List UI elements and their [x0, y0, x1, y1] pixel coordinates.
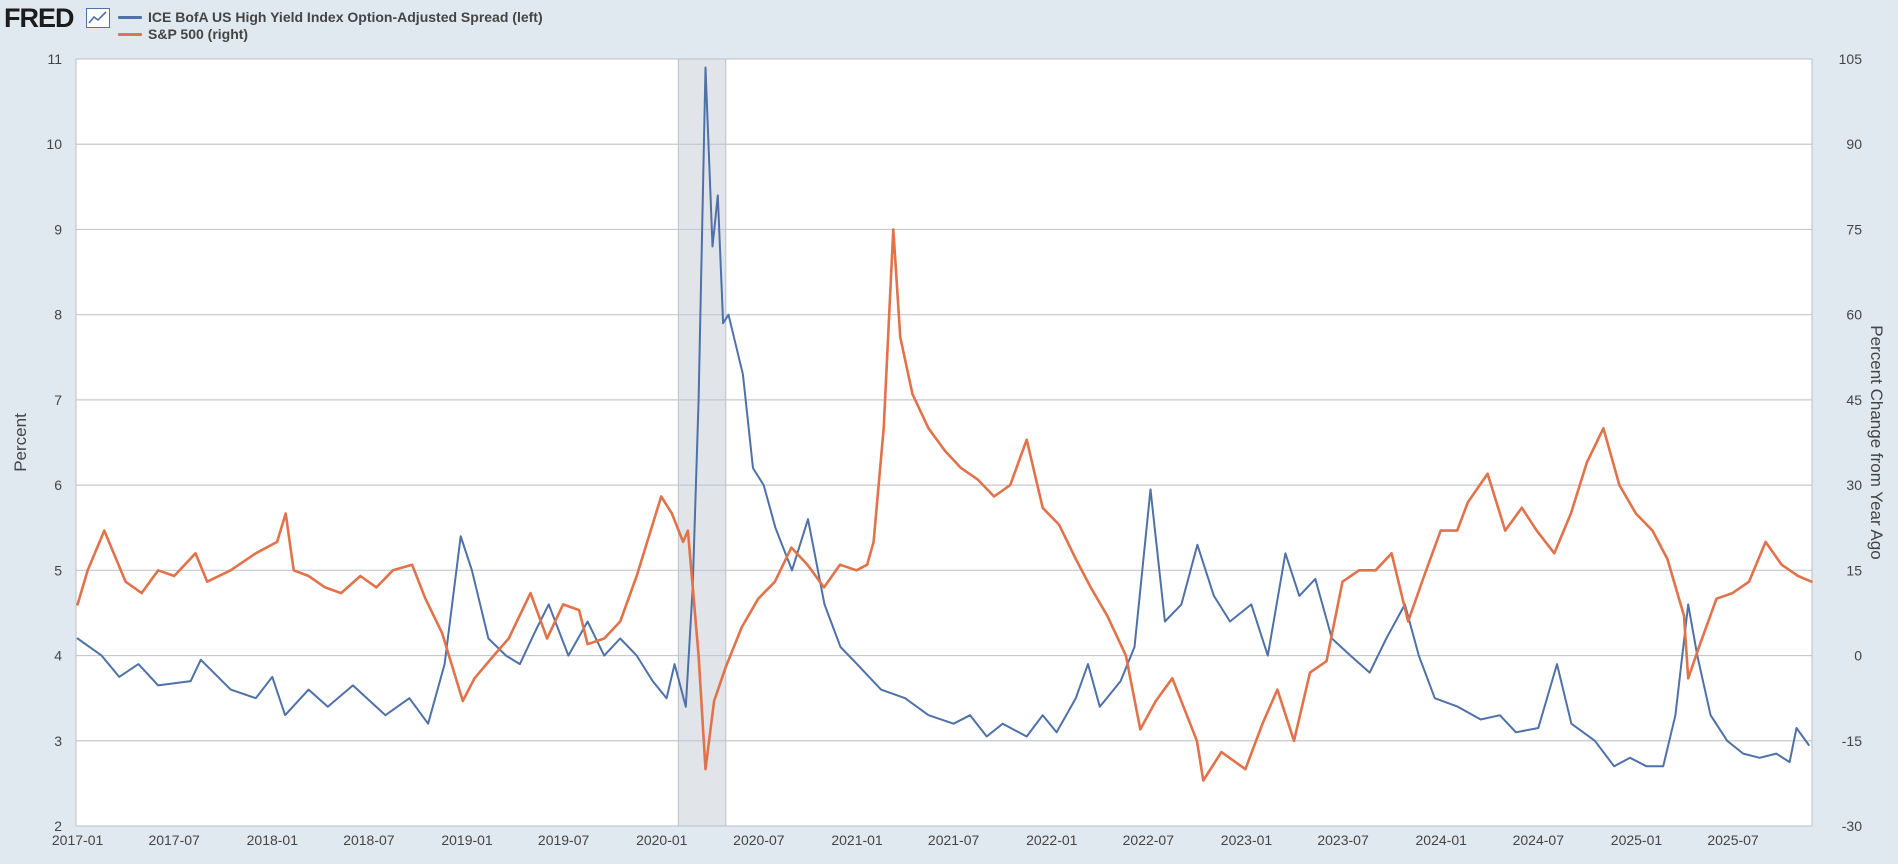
x-tick-label: 2019-07 [538, 832, 590, 848]
left-tick-label: 3 [54, 733, 62, 749]
right-tick-label: 0 [1854, 648, 1862, 664]
x-tick-label: 2025-01 [1611, 832, 1663, 848]
x-tick-label: 2020-07 [733, 832, 785, 848]
x-tick-label: 2023-07 [1317, 832, 1369, 848]
legend-label-sp500: S&P 500 (right) [148, 26, 249, 42]
series-line-sp500 [76, 228, 1813, 782]
left-tick-label: 8 [54, 307, 62, 323]
x-tick-label: 2022-01 [1026, 832, 1078, 848]
right-axis-title: Percent Change from Year Ago [1867, 325, 1886, 559]
left-tick-label: 10 [46, 136, 62, 152]
right-tick-label: 45 [1846, 392, 1862, 408]
series-line-high-yield [76, 66, 1810, 768]
right-tick-label: -30 [1842, 818, 1862, 834]
fred-logo[interactable]: FRED [4, 3, 74, 33]
x-tick-label: 2024-07 [1513, 832, 1565, 848]
x-tick-label: 2021-01 [831, 832, 883, 848]
legend-item-sp500[interactable]: S&P 500 (right) [118, 26, 248, 42]
x-tick-label: 2024-01 [1416, 832, 1468, 848]
right-tick-label: 15 [1846, 562, 1862, 578]
right-tick-label: 105 [1839, 51, 1863, 67]
legend-swatch-sp500 [118, 32, 142, 36]
right-tick-label: 75 [1846, 221, 1862, 237]
right-tick-label: -15 [1842, 733, 1862, 749]
x-tick-label: 2019-01 [441, 832, 493, 848]
x-tick-label: 2025-07 [1707, 832, 1759, 848]
x-tick-label: 2018-07 [343, 832, 395, 848]
x-tick-label: 2022-07 [1123, 832, 1175, 848]
chart-header: FRED ICE BofA US High Yield Index Option… [0, 0, 1898, 44]
x-tick-label: 2017-07 [148, 832, 200, 848]
left-tick-label: 5 [54, 562, 62, 578]
x-tick-label: 2017-01 [52, 832, 104, 848]
left-tick-label: 2 [54, 818, 62, 834]
legend-swatch-high-yield [118, 15, 142, 19]
x-tick-label: 2018-01 [247, 832, 299, 848]
right-tick-label: 90 [1846, 136, 1862, 152]
left-tick-label: 6 [54, 477, 62, 493]
x-tick-label: 2020-01 [636, 832, 688, 848]
line-chart-icon [86, 8, 110, 28]
x-tick-label: 2021-07 [928, 832, 980, 848]
left-axis-title: Percent [11, 413, 30, 472]
left-tick-label: 9 [54, 221, 62, 237]
right-tick-label: 30 [1846, 477, 1862, 493]
legend-item-high-yield[interactable]: ICE BofA US High Yield Index Option-Adju… [118, 9, 543, 25]
legend-label-high-yield: ICE BofA US High Yield Index Option-Adju… [148, 9, 543, 25]
left-tick-label: 4 [54, 648, 62, 664]
plot-area [75, 58, 1813, 827]
x-tick-label: 2023-01 [1221, 832, 1273, 848]
right-tick-label: 60 [1846, 307, 1862, 323]
left-tick-label: 11 [47, 51, 62, 67]
left-tick-label: 7 [54, 392, 62, 408]
